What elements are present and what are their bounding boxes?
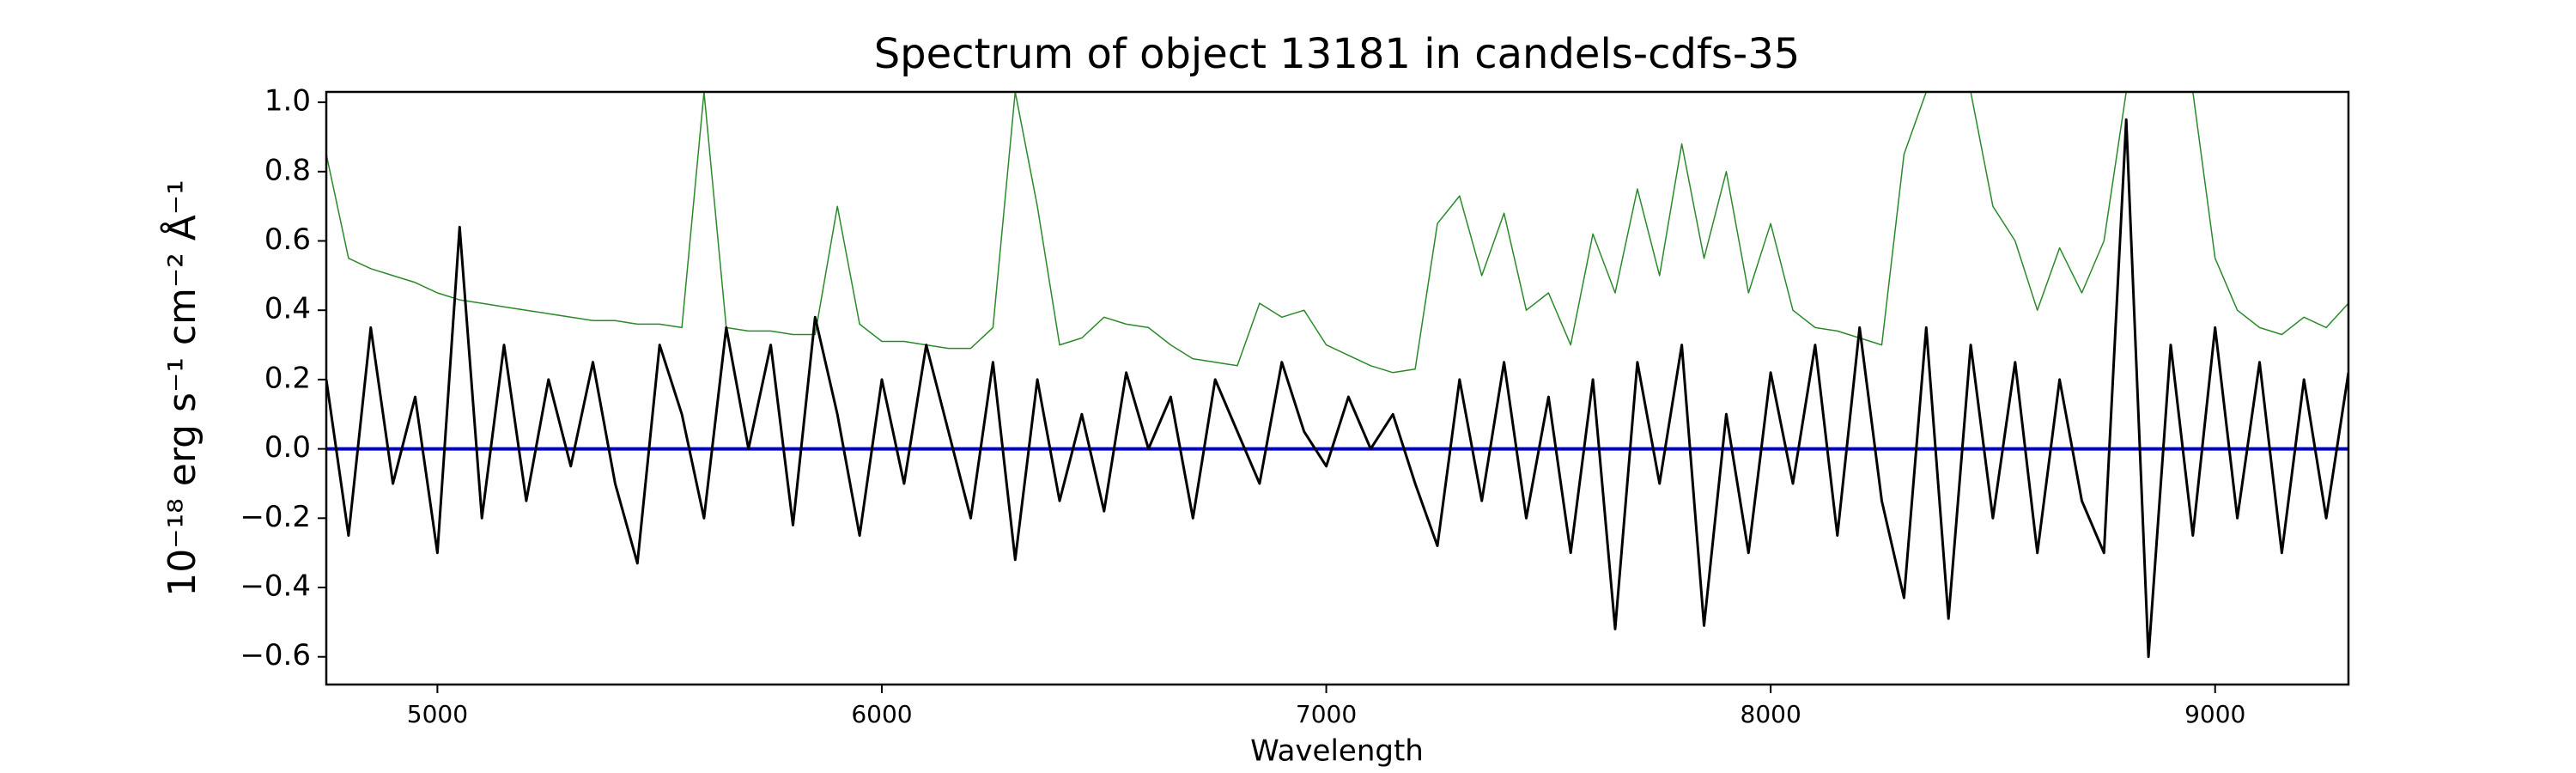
plot-lines	[326, 92, 2348, 659]
y-tick-label: 0.0	[264, 430, 311, 465]
x-tick-label: 9000	[2184, 700, 2245, 728]
y-tick-label: −0.4	[240, 569, 311, 604]
chart-title: Spectrum of object 13181 in candels-cdfs…	[874, 30, 1801, 78]
y-tick-label: 1.0	[264, 84, 311, 119]
spectrum-line	[326, 92, 2348, 374]
plot-frame	[325, 90, 2350, 686]
y-tick-label: 0.6	[264, 222, 311, 257]
y-tick-label: 0.4	[264, 292, 311, 326]
x-tick-label: 6000	[851, 700, 912, 728]
x-tick-label: 8000	[1741, 700, 1801, 728]
y-tick-label: 0.2	[264, 361, 311, 395]
y-tick-label: −0.6	[240, 638, 311, 673]
spectrum-line	[326, 118, 2348, 659]
y-tick-label: 0.8	[264, 153, 311, 187]
x-tick-label: 7000	[1296, 700, 1357, 728]
y-axis-label: 10⁻¹⁸ erg s⁻¹ cm⁻² Å⁻¹	[159, 180, 204, 596]
x-axis-label: Wavelength	[1250, 734, 1424, 769]
y-tick-label: −0.2	[240, 500, 311, 534]
x-tick-label: 5000	[407, 700, 468, 728]
